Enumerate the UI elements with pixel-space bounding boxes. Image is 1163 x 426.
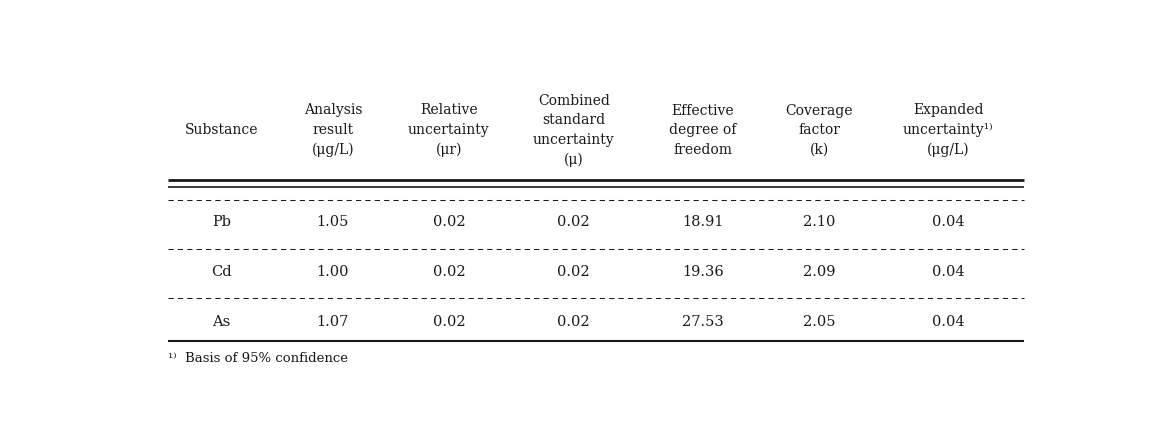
Text: 2.05: 2.05 [802,315,835,329]
Text: 27.53: 27.53 [683,315,723,329]
Text: 19.36: 19.36 [683,264,723,278]
Text: 0.02: 0.02 [433,264,465,278]
Text: 0.02: 0.02 [557,215,590,229]
Text: ¹⁾  Basis of 95% confidence: ¹⁾ Basis of 95% confidence [167,351,348,364]
Text: Relative
uncertainty
(μr): Relative uncertainty (μr) [408,103,490,157]
Text: Coverage
factor
(k): Coverage factor (k) [785,104,852,156]
Text: 0.02: 0.02 [433,315,465,329]
Text: Pb: Pb [212,215,231,229]
Text: 0.04: 0.04 [932,215,964,229]
Text: Combined
standard
uncertainty
(μ): Combined standard uncertainty (μ) [533,93,614,166]
Text: 0.04: 0.04 [932,264,964,278]
Text: 2.10: 2.10 [802,215,835,229]
Text: As: As [213,315,230,329]
Text: 0.04: 0.04 [932,315,964,329]
Text: 2.09: 2.09 [802,264,835,278]
Text: 0.02: 0.02 [433,215,465,229]
Text: 18.91: 18.91 [683,215,723,229]
Text: 0.02: 0.02 [557,264,590,278]
Text: Analysis
result
(μg/L): Analysis result (μg/L) [304,103,362,157]
Text: Substance: Substance [185,123,258,137]
Text: 1.07: 1.07 [316,315,349,329]
Text: Expanded
uncertainty¹⁾
(μg/L): Expanded uncertainty¹⁾ (μg/L) [902,103,993,157]
Text: 1.00: 1.00 [316,264,349,278]
Text: 0.02: 0.02 [557,315,590,329]
Text: Effective
degree of
freedom: Effective degree of freedom [670,104,736,156]
Text: 1.05: 1.05 [316,215,349,229]
Text: Cd: Cd [212,264,231,278]
